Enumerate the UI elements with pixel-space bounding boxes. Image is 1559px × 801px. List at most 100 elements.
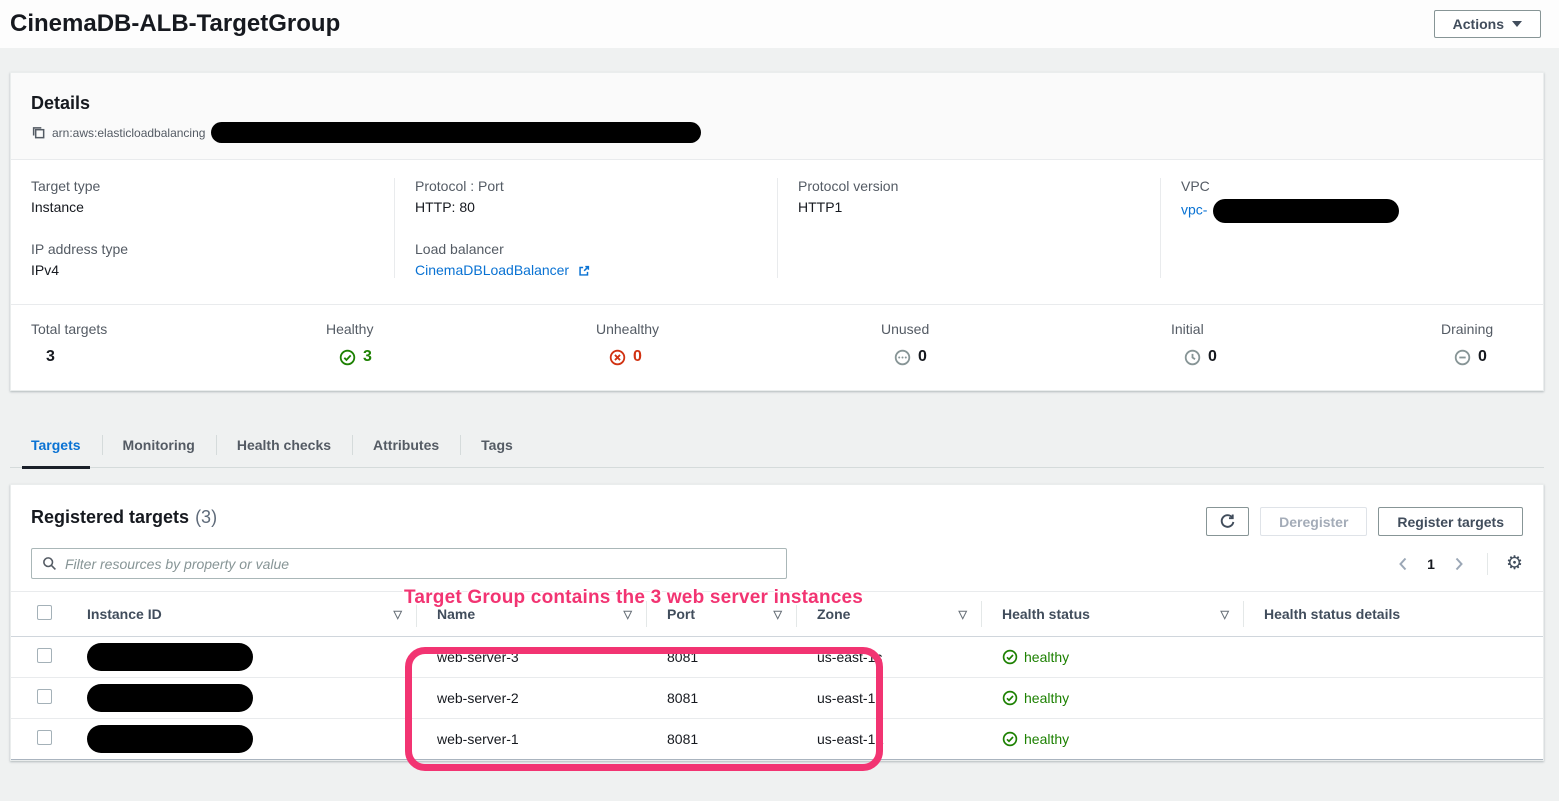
- row-checkbox[interactable]: [37, 648, 52, 664]
- sort-icon: ▽: [393, 608, 402, 621]
- summary-unhealthy: Unhealthy 0: [576, 321, 861, 366]
- column-header-instance-id[interactable]: Instance ID ▽: [67, 601, 417, 628]
- summary-value: 0: [1208, 348, 1217, 366]
- summary-label: Unused: [881, 321, 930, 338]
- summary-label: Initial: [1171, 321, 1204, 338]
- tab-attributes[interactable]: Attributes: [352, 425, 460, 467]
- vpc-link[interactable]: vpc-: [1181, 202, 1211, 218]
- minus-circle-icon: [1454, 349, 1471, 366]
- details-fields: Target type Instance IP address type IPv…: [11, 160, 1543, 304]
- summary-initial: Initial 0: [1151, 321, 1421, 366]
- details-card: Details arn:aws:elasticloadbalancing Tar…: [10, 72, 1544, 392]
- copy-icon[interactable]: [31, 125, 46, 140]
- cell-health-status: healthy: [1024, 649, 1070, 666]
- external-link-icon: [579, 266, 590, 276]
- cell-health-status: healthy: [1024, 731, 1070, 748]
- clock-icon: [1184, 349, 1201, 366]
- column-header-health-details[interactable]: Health status details: [1244, 601, 1543, 627]
- load-balancer-link[interactable]: CinemaDBLoadBalancer: [415, 262, 591, 278]
- column-label: Health status details: [1264, 606, 1401, 623]
- arn-redaction-bar: [211, 122, 702, 143]
- table-row: web-server-2 8081 us-east-1b healthy: [11, 678, 1543, 720]
- filter-input[interactable]: [65, 555, 776, 572]
- tab-health-checks[interactable]: Health checks: [215, 425, 352, 467]
- summary-value: 0: [1478, 348, 1487, 366]
- refresh-button[interactable]: [1206, 507, 1250, 537]
- sort-icon: ▽: [773, 608, 782, 621]
- previous-page-button[interactable]: [1393, 555, 1413, 573]
- table-header-row: Instance ID ▽ Name ▽ Port ▽ Zone ▽ Healt…: [11, 591, 1543, 638]
- registered-targets-count: (3): [195, 507, 218, 528]
- field-value: Instance: [31, 199, 84, 215]
- tab-tags[interactable]: Tags: [460, 425, 534, 467]
- field-label: IP address type: [31, 241, 129, 257]
- settings-button[interactable]: ⚙: [1506, 554, 1523, 573]
- field-label: Protocol version: [798, 178, 899, 194]
- summary-label: Total targets: [31, 321, 108, 338]
- instance-id-redaction-bar: [87, 643, 253, 672]
- cell-port: 8081: [667, 690, 699, 707]
- cell-zone: us-east-1a: [817, 731, 884, 748]
- column-label: Zone: [817, 606, 851, 623]
- summary-value: 0: [633, 348, 642, 366]
- details-col-3: Protocol version HTTP1: [777, 178, 1160, 279]
- deregister-button[interactable]: Deregister: [1260, 507, 1368, 537]
- caret-down-icon: [1512, 21, 1522, 27]
- registered-targets-title: Registered targets: [31, 507, 190, 528]
- column-header-zone[interactable]: Zone ▽: [797, 601, 982, 628]
- table-row: web-server-3 8081 us-east-1c healthy: [11, 637, 1543, 679]
- x-circle-icon: [609, 349, 626, 366]
- details-col-4: VPC vpc-: [1160, 178, 1543, 279]
- column-header-health-status[interactable]: Health status ▽: [982, 601, 1244, 628]
- registered-targets-heading: Registered targets (3): [31, 507, 217, 528]
- cell-zone: us-east-1b: [817, 690, 884, 707]
- details-card-header: Details arn:aws:elasticloadbalancing: [11, 73, 1543, 160]
- summary-healthy: Healthy 3: [306, 321, 576, 366]
- select-all-checkbox[interactable]: [37, 605, 52, 621]
- column-header-port[interactable]: Port ▽: [647, 601, 797, 628]
- row-checkbox[interactable]: [37, 730, 52, 746]
- table-row: web-server-1 8081 us-east-1a healthy: [11, 719, 1543, 761]
- row-checkbox[interactable]: [37, 689, 52, 705]
- details-col-1: Target type Instance IP address type IPv…: [11, 178, 394, 278]
- check-circle-icon: [339, 349, 356, 366]
- column-label: Name: [437, 606, 476, 623]
- register-targets-button[interactable]: Register targets: [1378, 507, 1523, 537]
- sort-icon: ▽: [1220, 608, 1229, 621]
- cell-health-status: healthy: [1024, 690, 1070, 707]
- field-value: IPv4: [31, 262, 60, 278]
- vpc-redaction-bar: [1213, 199, 1400, 223]
- tab-monitoring[interactable]: Monitoring: [101, 425, 216, 467]
- chevron-right-icon: [1455, 557, 1463, 570]
- chevron-left-icon: [1399, 557, 1407, 570]
- gear-icon: ⚙: [1505, 553, 1523, 575]
- healthy-status-icon: [1002, 650, 1018, 665]
- column-label: Port: [667, 606, 695, 623]
- next-page-button[interactable]: [1449, 555, 1469, 573]
- field-label: Protocol : Port: [415, 178, 504, 194]
- instance-id-redaction-bar: [87, 725, 253, 754]
- health-summary: Total targets 3 Healthy 3 Unhealthy 0: [11, 304, 1543, 390]
- targets-table: Target Group contains the 3 web server i…: [11, 587, 1543, 772]
- tab-bar: Targets Monitoring Health checks Attribu…: [10, 425, 1544, 470]
- summary-draining: Draining 0: [1421, 321, 1543, 366]
- column-header-name[interactable]: Name ▽: [417, 601, 647, 628]
- cell-port: 8081: [667, 731, 699, 748]
- arn-prefix-text: arn:aws:elasticloadbalancing: [52, 125, 206, 140]
- field-label: Target type: [31, 178, 101, 194]
- summary-total: Total targets 3: [11, 321, 306, 366]
- register-targets-button-label: Register targets: [1397, 513, 1504, 530]
- details-col-2: Protocol : Port HTTP: 80 Load balancer C…: [394, 178, 777, 279]
- summary-label: Unhealthy: [596, 321, 660, 338]
- column-label: Instance ID: [87, 606, 162, 623]
- search-icon: [43, 557, 56, 571]
- vpc-link-label: vpc-: [1181, 201, 1208, 218]
- cell-name: web-server-3: [437, 649, 519, 666]
- tab-targets[interactable]: Targets: [10, 425, 102, 470]
- pagination: 1 ⚙: [1393, 552, 1523, 575]
- cell-port: 8081: [667, 649, 699, 666]
- cell-name: web-server-2: [437, 690, 519, 707]
- toolbar-divider: [1486, 552, 1488, 575]
- summary-value: 3: [46, 348, 55, 366]
- actions-button[interactable]: Actions: [1433, 10, 1541, 38]
